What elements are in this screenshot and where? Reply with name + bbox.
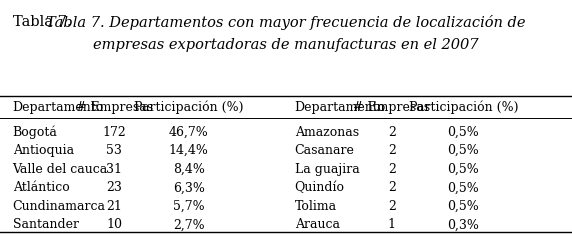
Text: 53: 53 [106, 144, 122, 157]
Text: 2: 2 [388, 200, 396, 213]
Text: Bogotá: Bogotá [13, 125, 57, 139]
Text: 2: 2 [388, 163, 396, 176]
Text: 31: 31 [106, 163, 122, 176]
Text: Atlántico: Atlántico [13, 181, 69, 194]
Text: Tolima: Tolima [295, 200, 337, 213]
Text: Valle del cauca: Valle del cauca [13, 163, 108, 176]
Text: Antioquia: Antioquia [13, 144, 74, 157]
Text: 2: 2 [388, 144, 396, 157]
Text: 5,7%: 5,7% [173, 200, 205, 213]
Text: Tabla 7.: Tabla 7. [13, 15, 76, 30]
Text: 0,3%: 0,3% [447, 218, 479, 231]
Text: 10: 10 [106, 218, 122, 231]
Text: 0,5%: 0,5% [447, 181, 479, 194]
Text: 0,5%: 0,5% [447, 126, 479, 139]
Text: Cundinamarca: Cundinamarca [13, 200, 106, 213]
Text: 23: 23 [106, 181, 122, 194]
Text: empresas exportadoras de manufacturas en el 2007: empresas exportadoras de manufacturas en… [93, 38, 479, 52]
Text: 0,5%: 0,5% [447, 163, 479, 176]
Text: Santander: Santander [13, 218, 78, 231]
Text: 21: 21 [106, 200, 122, 213]
Text: 0,5%: 0,5% [447, 200, 479, 213]
Text: Amazonas: Amazonas [295, 126, 359, 139]
Text: 46,7%: 46,7% [169, 126, 209, 139]
Text: 8,4%: 8,4% [173, 163, 205, 176]
Text: Quindío: Quindío [295, 181, 344, 194]
Text: # Empresas: # Empresas [76, 101, 153, 114]
Text: Participación (%): Participación (%) [408, 101, 518, 114]
Text: Departamento: Departamento [13, 101, 104, 114]
Text: Participación (%): Participación (%) [134, 101, 244, 114]
Text: 14,4%: 14,4% [169, 144, 209, 157]
Text: 172: 172 [102, 126, 126, 139]
Text: Departamento: Departamento [295, 101, 386, 114]
Text: 0,5%: 0,5% [447, 144, 479, 157]
Text: 6,3%: 6,3% [173, 181, 205, 194]
Text: 2: 2 [388, 181, 396, 194]
Text: 1: 1 [388, 218, 396, 231]
Text: 2,7%: 2,7% [173, 218, 205, 231]
Text: La guajira: La guajira [295, 163, 359, 176]
Text: 2: 2 [388, 126, 396, 139]
Text: # Empresas: # Empresas [353, 101, 430, 114]
Text: Arauca: Arauca [295, 218, 340, 231]
Text: Casanare: Casanare [295, 144, 355, 157]
Text: Tabla 7. Departamentos con mayor frecuencia de localización de: Tabla 7. Departamentos con mayor frecuen… [46, 15, 526, 30]
